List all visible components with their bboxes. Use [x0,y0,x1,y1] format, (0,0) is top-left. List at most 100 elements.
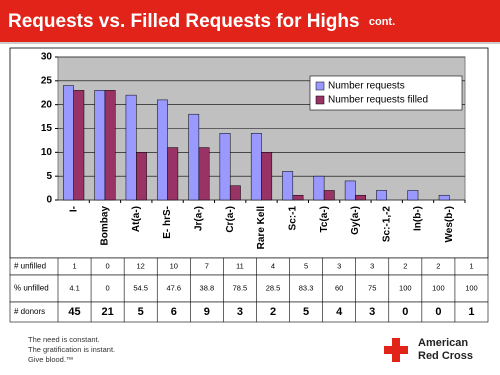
cell: 0 [435,306,441,318]
cell: 3 [370,261,374,270]
bar [282,171,294,201]
cell: 2 [270,306,276,318]
x-tick-label: Sc:-1,-2 [381,206,392,243]
bar [188,113,200,201]
data-table: # unfilled 1 0 12 10 7 11 4 5 3 3 2 2 1% unfilled 4.1 0… [9,257,489,323]
x-tick-label: Tc(a-) [319,206,330,232]
bar [438,194,450,201]
red-cross-logo [384,338,408,362]
logo-text: American [418,337,468,349]
x-tick-label: E- hrS- [162,206,173,239]
chart: 0 5 10 15 20 25 30 I- Bombay At(a-) E- hrS- Jr(a-) C… [41,52,466,250]
legend-label: Number requests filled [328,95,428,106]
cell: 2 [403,261,407,270]
bar [292,194,304,201]
cell: 11 [236,261,244,270]
legend-swatch [315,95,325,105]
row-label: # donors [14,307,45,316]
cell: 47.6 [166,283,181,292]
x-tick-label: At(a-) [131,206,142,232]
legend-box [309,75,463,111]
cell: 0 [106,283,110,292]
cell: 100 [399,283,412,292]
x-tick-label: Cr(a-) [225,206,236,233]
bar [198,147,210,201]
cell: 100 [432,283,445,292]
y-tick-label: 15 [41,123,53,134]
y-tick-label: 25 [41,75,53,86]
footer-line: Give blood.™ [28,355,73,364]
cell: 4.1 [69,283,79,292]
footer-line: The need is constant. [28,335,100,344]
cell: 38.8 [200,283,215,292]
cell: 9 [204,306,210,318]
bar [344,180,356,201]
cell: 6 [171,306,177,318]
title-main: Requests vs. Filled Requests for Highs [8,11,360,32]
table-row [9,257,489,276]
bar [323,190,335,201]
cell: 3 [237,306,243,318]
cell: 5 [138,306,144,318]
title-suffix: cont. [369,16,395,28]
table-row [9,274,489,303]
bar [407,190,419,201]
legend-swatch [315,81,325,91]
cell: 5 [303,306,309,318]
x-tick-label: Rare Kell [256,206,267,250]
cell: 60 [335,283,343,292]
cell: 78.5 [233,283,248,292]
cell: 3 [369,306,375,318]
bar [376,190,387,201]
bar [355,194,367,201]
bar [136,152,147,201]
logo-text: Red Cross [418,350,473,362]
bar [156,99,168,201]
y-tick-label: 5 [46,171,52,182]
x-tick-label: In(b-) [413,206,424,231]
footer-line: The gratification is instant. [28,345,115,354]
bar [219,133,231,201]
cell: 10 [170,261,178,270]
cell: 3 [337,261,341,270]
bar [261,152,273,201]
x-tick-label: Wes(b-) [444,206,455,242]
y-tick-label: 20 [41,99,53,110]
title-bar [0,0,500,42]
title: Requests vs. Filled Requests for Highs c… [8,11,395,32]
cell: 21 [101,306,113,318]
cell: 7 [205,261,209,270]
bar [229,185,241,201]
legend-label: Number requests [328,81,405,92]
bar [125,94,137,201]
cell: 54.5 [133,283,148,292]
cell: 45 [68,306,80,318]
y-tick-label: 0 [46,195,52,206]
x-tick-label: Gy(a-) [350,206,361,235]
cell: 4 [336,306,343,318]
table-row [9,301,489,323]
cell: 1 [72,261,76,270]
bar [73,90,85,201]
cell: 4 [271,261,275,270]
x-tick-label: Bombay [100,206,111,246]
x-tick-label: Jr(a-) [194,206,205,231]
y-tick-label: 30 [41,52,53,63]
cell: 12 [137,261,145,270]
x-tick-label: Sc:-1 [287,206,298,231]
bar [250,133,262,201]
bar [94,90,106,201]
cell: 83.3 [299,283,314,292]
cell: 0 [106,261,110,270]
y-tick-label: 10 [41,147,53,158]
cell: 0 [402,306,408,318]
cell: 100 [465,283,478,292]
cell: 5 [304,261,308,270]
x-tick-label: I- [68,206,79,212]
row-label: # unfilled [14,262,46,271]
cell: 2 [436,261,440,270]
bar [167,147,179,201]
cell: 28.5 [266,283,281,292]
bar [104,90,116,201]
